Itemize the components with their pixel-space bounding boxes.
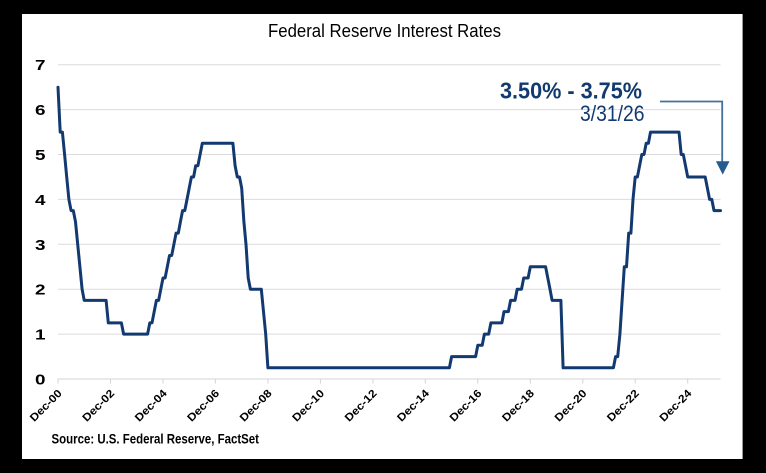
svg-text:0: 0 (35, 372, 46, 389)
svg-text:2: 2 (35, 282, 46, 299)
svg-text:Source: U.S. Federal Reserve,: Source: U.S. Federal Reserve, FactSet (52, 431, 260, 447)
svg-text:4: 4 (35, 192, 46, 209)
svg-text:6: 6 (35, 102, 46, 119)
svg-text:1: 1 (35, 327, 46, 344)
svg-text:3.50% - 3.75%: 3.50% - 3.75% (500, 78, 642, 104)
svg-text:3/31/26: 3/31/26 (580, 101, 645, 126)
svg-text:Federal Reserve Interest Rates: Federal Reserve Interest Rates (268, 21, 501, 41)
svg-text:7: 7 (35, 57, 46, 74)
svg-text:3: 3 (35, 237, 46, 254)
svg-text:5: 5 (35, 147, 46, 164)
